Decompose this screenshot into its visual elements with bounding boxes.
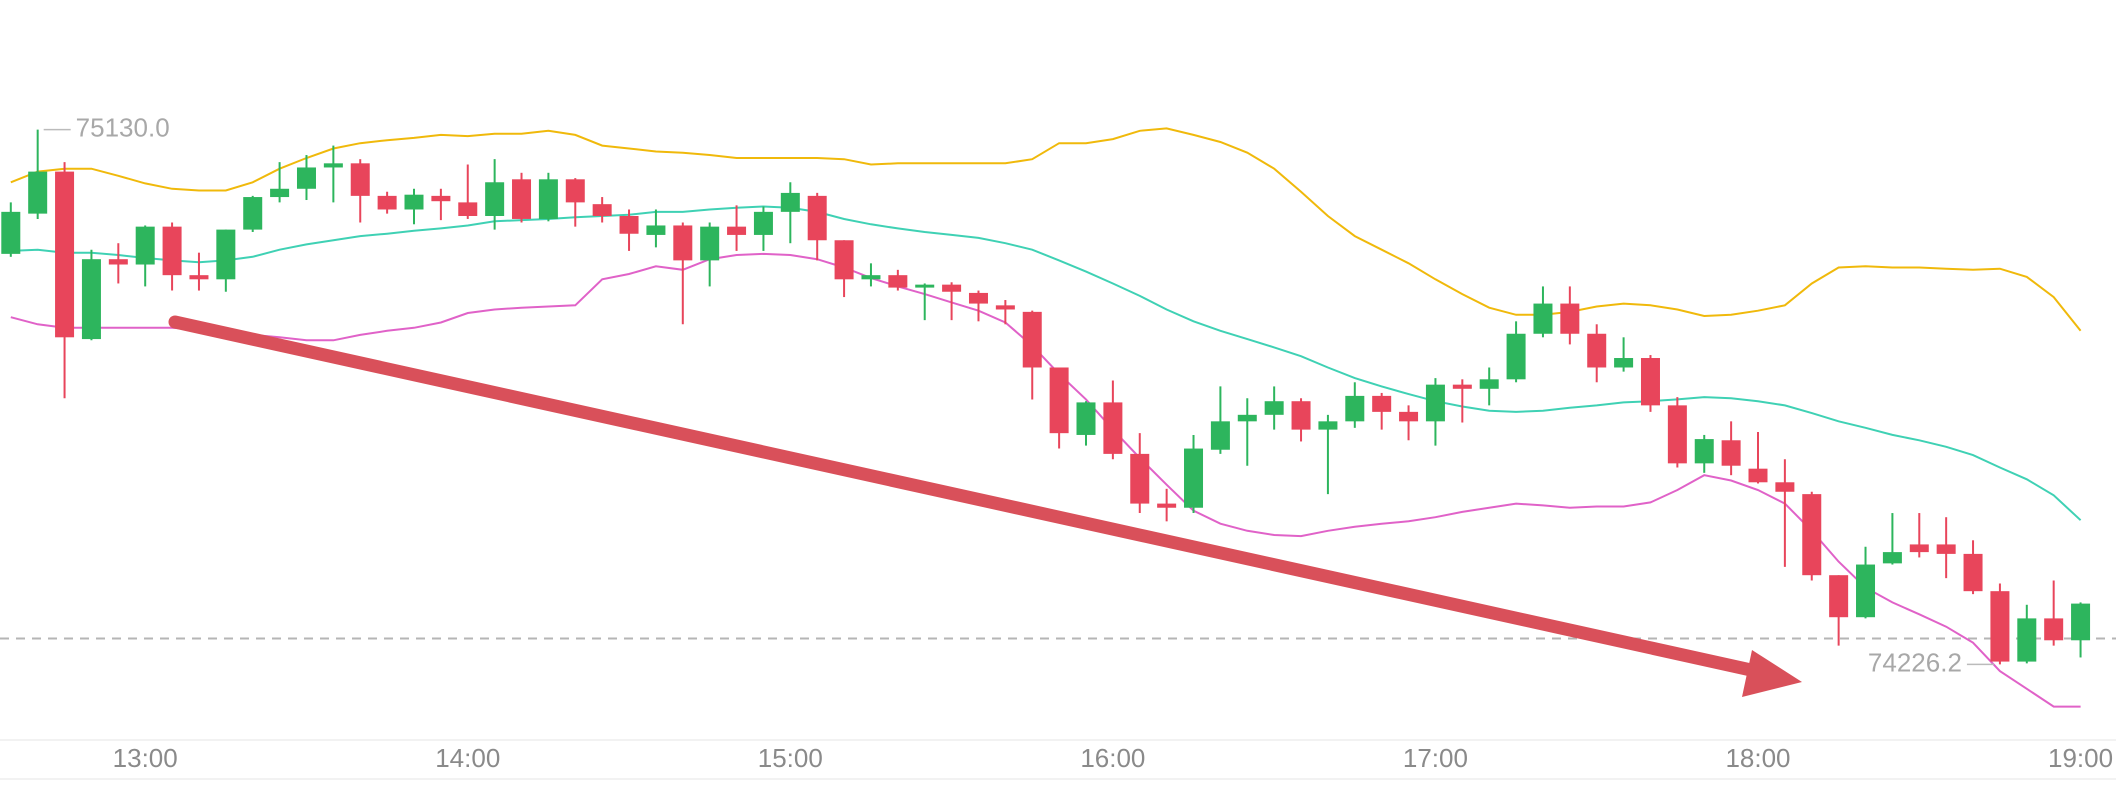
x-tick-label: 18:00: [1725, 743, 1790, 773]
candle-body: [1614, 358, 1634, 368]
candle-body: [1829, 575, 1849, 618]
candle-body: [2017, 618, 2037, 662]
candle-body: [1990, 591, 2010, 662]
candle-body: [1936, 544, 1956, 554]
candle-body: [1, 211, 21, 254]
x-tick-label: 19:00: [2048, 743, 2113, 773]
candle-body: [1587, 333, 1607, 368]
candle-body: [915, 284, 935, 288]
x-tick-label: 16:00: [1080, 743, 1145, 773]
candle-body: [458, 202, 478, 216]
x-tick-label: 13:00: [113, 743, 178, 773]
candle-body: [1130, 453, 1150, 504]
candle-body: [1963, 553, 1983, 592]
candle-body: [565, 179, 585, 203]
annotation-label: 74226.2: [1868, 647, 1962, 677]
candle-body: [1264, 401, 1284, 415]
candle-body: [888, 275, 908, 288]
candle-body: [1237, 414, 1257, 422]
candle-body: [323, 163, 343, 168]
candle-body: [1748, 468, 1768, 483]
candle-body: [995, 305, 1015, 310]
candle-body: [538, 179, 558, 219]
candle-body: [2044, 618, 2064, 641]
candle-body: [1372, 395, 1392, 412]
candle-body: [1103, 402, 1123, 454]
candle-body: [834, 240, 854, 280]
annotation-label: 75130.0: [76, 112, 170, 142]
candle-body: [404, 194, 424, 210]
candle-body: [1399, 411, 1419, 422]
candle-body: [2071, 603, 2091, 641]
candle-body: [270, 188, 290, 198]
candle-body: [350, 163, 370, 196]
candle-body: [296, 167, 316, 189]
candle-body: [81, 259, 101, 340]
candle-body: [753, 211, 773, 235]
x-tick-label: 17:00: [1403, 743, 1468, 773]
candle-body: [1452, 384, 1472, 389]
candle-body: [1856, 564, 1876, 618]
trend-arrow-head: [1742, 650, 1802, 697]
candle-body: [1425, 384, 1445, 422]
candle-body: [727, 226, 747, 235]
candle-body: [431, 195, 451, 202]
candle-body: [1291, 401, 1311, 430]
band-line: [10, 252, 2081, 708]
candle-body: [1076, 402, 1096, 435]
candle-body: [807, 195, 827, 241]
candle-body: [1210, 421, 1230, 450]
candle-body: [1533, 303, 1553, 334]
candle-body: [1560, 303, 1580, 334]
candle-body: [189, 275, 209, 280]
candle-body: [1318, 421, 1338, 430]
candles: [1, 129, 2091, 665]
candle-body: [646, 225, 666, 235]
band-lines: [0, 127, 2116, 708]
candle-body: [162, 226, 182, 276]
candle-body: [216, 229, 236, 280]
candle-body: [673, 225, 693, 261]
overlays: 75130.0 74226.2: [43, 112, 1994, 697]
x-tick-label: 15:00: [758, 743, 823, 773]
candle-body: [1802, 494, 1822, 576]
candle-body: [1022, 311, 1042, 368]
candle-body: [1157, 503, 1177, 508]
candle-body: [135, 226, 155, 265]
band-line: [10, 205, 2082, 521]
candle-body: [1506, 333, 1526, 380]
candle-body: [1721, 440, 1741, 466]
candle-body: [861, 275, 881, 280]
candle-body: [968, 292, 988, 304]
band-line: [10, 127, 2082, 332]
candle-body: [1345, 395, 1365, 422]
candle-body: [780, 192, 800, 212]
candle-body: [1667, 405, 1687, 464]
candle-body: [619, 215, 639, 234]
candle-body: [1049, 367, 1069, 434]
candle-body: [1909, 544, 1929, 553]
candle-body: [28, 171, 48, 214]
candle-body: [1694, 439, 1714, 464]
x-tick-label: 14:00: [435, 743, 500, 773]
candle-body: [243, 197, 263, 230]
candle-body: [700, 226, 720, 261]
candle-body: [1479, 379, 1499, 389]
candle-body: [592, 204, 612, 216]
candle-body: [1882, 552, 1902, 564]
candle-body: [512, 179, 532, 219]
candle-body: [1775, 482, 1795, 492]
candle-body: [1184, 448, 1204, 508]
candle-body: [942, 284, 962, 292]
candle-body: [485, 182, 505, 216]
candle-body: [1640, 358, 1660, 406]
candle-body: [108, 259, 128, 265]
candle-body: [377, 195, 397, 210]
trend-arrow-shaft: [168, 315, 1767, 679]
candle-body: [55, 171, 75, 338]
